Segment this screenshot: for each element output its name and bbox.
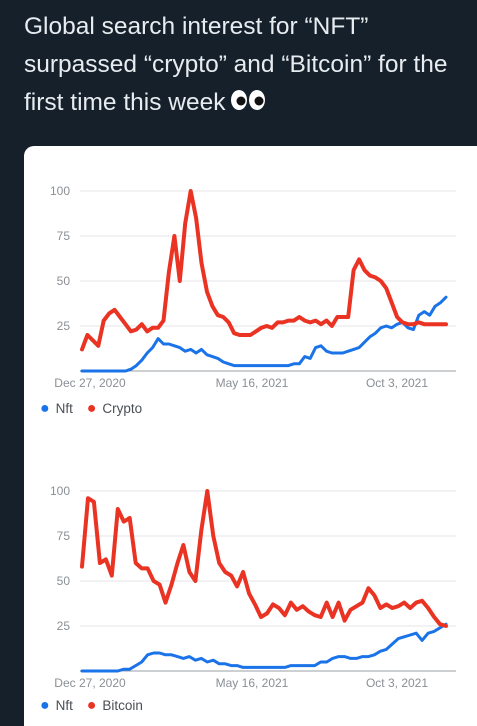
y-tick-label: 25 xyxy=(57,619,71,633)
series-line-nft xyxy=(80,295,448,373)
x-tick-label: Oct 3, 2021 xyxy=(366,376,428,390)
legend-label: Nft xyxy=(55,698,73,713)
headline-text: Global search interest for “NFT” surpass… xyxy=(24,13,448,116)
y-tick-label: 100 xyxy=(50,484,70,498)
y-tick-label: 50 xyxy=(57,574,71,588)
chart-nft-vs-bitcoin: 100 75 50 25 Dec 27, 2020 May 16, 2021 Oct 3, … xyxy=(50,484,456,690)
chart-nft-vs-crypto: 100 75 50 25 Dec 27, 2020 May 16, 2021 Oct 3, … xyxy=(50,184,456,390)
series-line-nft xyxy=(80,622,448,673)
series-line-crypto xyxy=(80,189,448,352)
series-line-bitcoin xyxy=(80,489,448,628)
legend-item-bitcoin: ● Bitcoin xyxy=(86,697,143,714)
legend-label: Nft xyxy=(55,401,73,416)
x-tick-label: Dec 27, 2020 xyxy=(54,676,126,690)
legend-label: Bitcoin xyxy=(102,698,143,713)
legend-chart-2: ● Nft ● Bitcoin xyxy=(40,697,153,715)
chart-card: 100 75 50 25 Dec 27, 2020 May 16, 2021 Oct 3, … xyxy=(24,146,477,726)
x-tick-label: May 16, 2021 xyxy=(216,376,289,390)
legend-item-nft: ● Nft xyxy=(40,400,73,417)
x-tick-label: Oct 3, 2021 xyxy=(366,676,428,690)
eyes-icon xyxy=(230,85,266,123)
legend-item-nft: ● Nft xyxy=(40,697,73,714)
legend-chart-1: ● Nft ● Crypto xyxy=(40,400,152,418)
y-tick-label: 75 xyxy=(57,529,71,543)
legend-item-crypto: ● Crypto xyxy=(86,400,143,417)
y-tick-label: 100 xyxy=(50,184,70,198)
headline: Global search interest for “NFT” surpass… xyxy=(24,8,464,123)
x-tick-label: Dec 27, 2020 xyxy=(54,376,126,390)
y-tick-label: 25 xyxy=(57,319,71,333)
x-tick-label: May 16, 2021 xyxy=(216,676,289,690)
y-tick-label: 50 xyxy=(57,274,71,288)
legend-label: Crypto xyxy=(102,401,143,416)
y-tick-label: 75 xyxy=(57,229,71,243)
